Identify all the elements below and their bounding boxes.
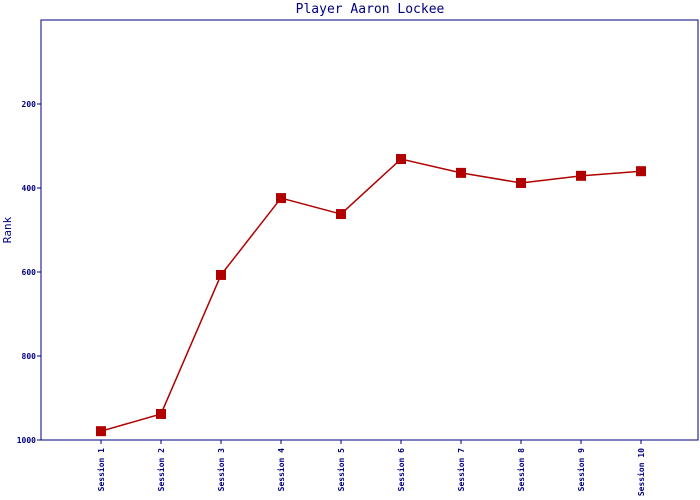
x-tick-label: Session 5 xyxy=(336,448,346,492)
point xyxy=(216,269,226,280)
point xyxy=(276,193,286,204)
x-tick-label: Session 1 xyxy=(96,448,106,492)
x-tick-label: Session 6 xyxy=(396,448,406,492)
point xyxy=(336,209,346,220)
x-tick-label: Session 8 xyxy=(516,448,526,492)
x-tick-label: Session 2 xyxy=(156,448,166,492)
x-tick-label: Session 10 xyxy=(636,448,646,496)
point xyxy=(456,167,466,178)
y-tick-label: 1000 xyxy=(17,436,36,445)
point xyxy=(96,426,106,437)
point xyxy=(636,166,646,177)
point xyxy=(576,170,586,181)
point xyxy=(156,408,166,419)
y-tick-label: 600 xyxy=(22,268,37,277)
point xyxy=(516,177,526,188)
y-tick-label: 800 xyxy=(22,352,37,361)
y-tick-label: 200 xyxy=(22,100,37,109)
x-tick-label: Session 9 xyxy=(576,448,586,492)
chart-title: Player Aaron Lockee xyxy=(296,2,445,17)
series-line xyxy=(100,158,642,432)
y-tick-label: 400 xyxy=(22,184,37,193)
plot-frame xyxy=(40,19,699,441)
point xyxy=(396,154,406,165)
x-tick-label: Session 4 xyxy=(276,448,286,492)
y-axis-label: Rank xyxy=(1,216,14,243)
x-tick-label: Session 3 xyxy=(216,448,226,492)
x-tick-label: Session 7 xyxy=(456,448,466,492)
